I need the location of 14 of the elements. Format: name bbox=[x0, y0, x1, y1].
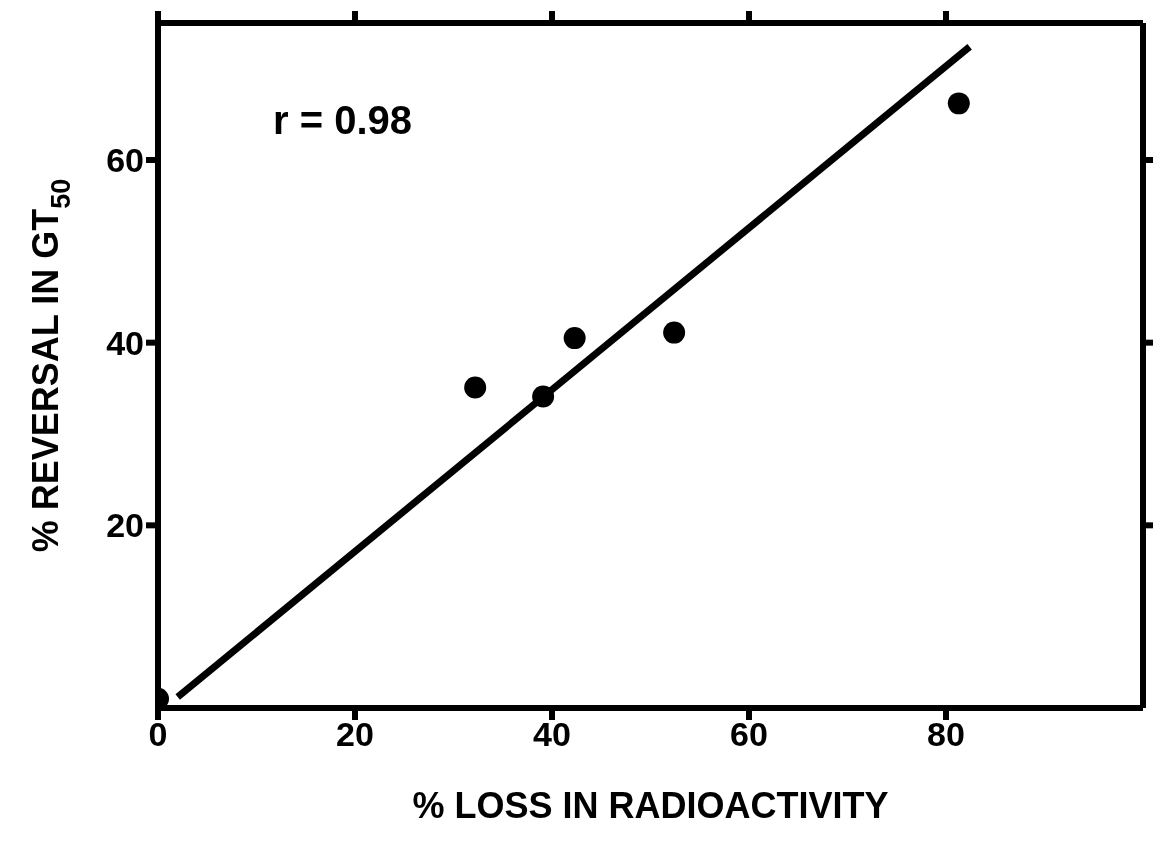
point bbox=[663, 321, 686, 344]
point bbox=[464, 376, 487, 399]
y-tick-label: 40 bbox=[106, 323, 144, 362]
x-tick-label: 60 bbox=[730, 715, 768, 754]
y-tick-label: 20 bbox=[106, 506, 144, 545]
x-axis-title: % LOSS IN RADIOACTIVITY bbox=[412, 785, 889, 826]
x-tick-label: 80 bbox=[927, 715, 965, 754]
y-tick-label: 60 bbox=[106, 141, 144, 180]
point bbox=[563, 327, 586, 350]
x-tick-label: 0 bbox=[148, 715, 168, 754]
annotation: r = 0.98 bbox=[273, 98, 413, 143]
x-tick-label: 40 bbox=[533, 715, 571, 754]
x-tick-label: 20 bbox=[336, 715, 374, 754]
point bbox=[947, 92, 970, 115]
